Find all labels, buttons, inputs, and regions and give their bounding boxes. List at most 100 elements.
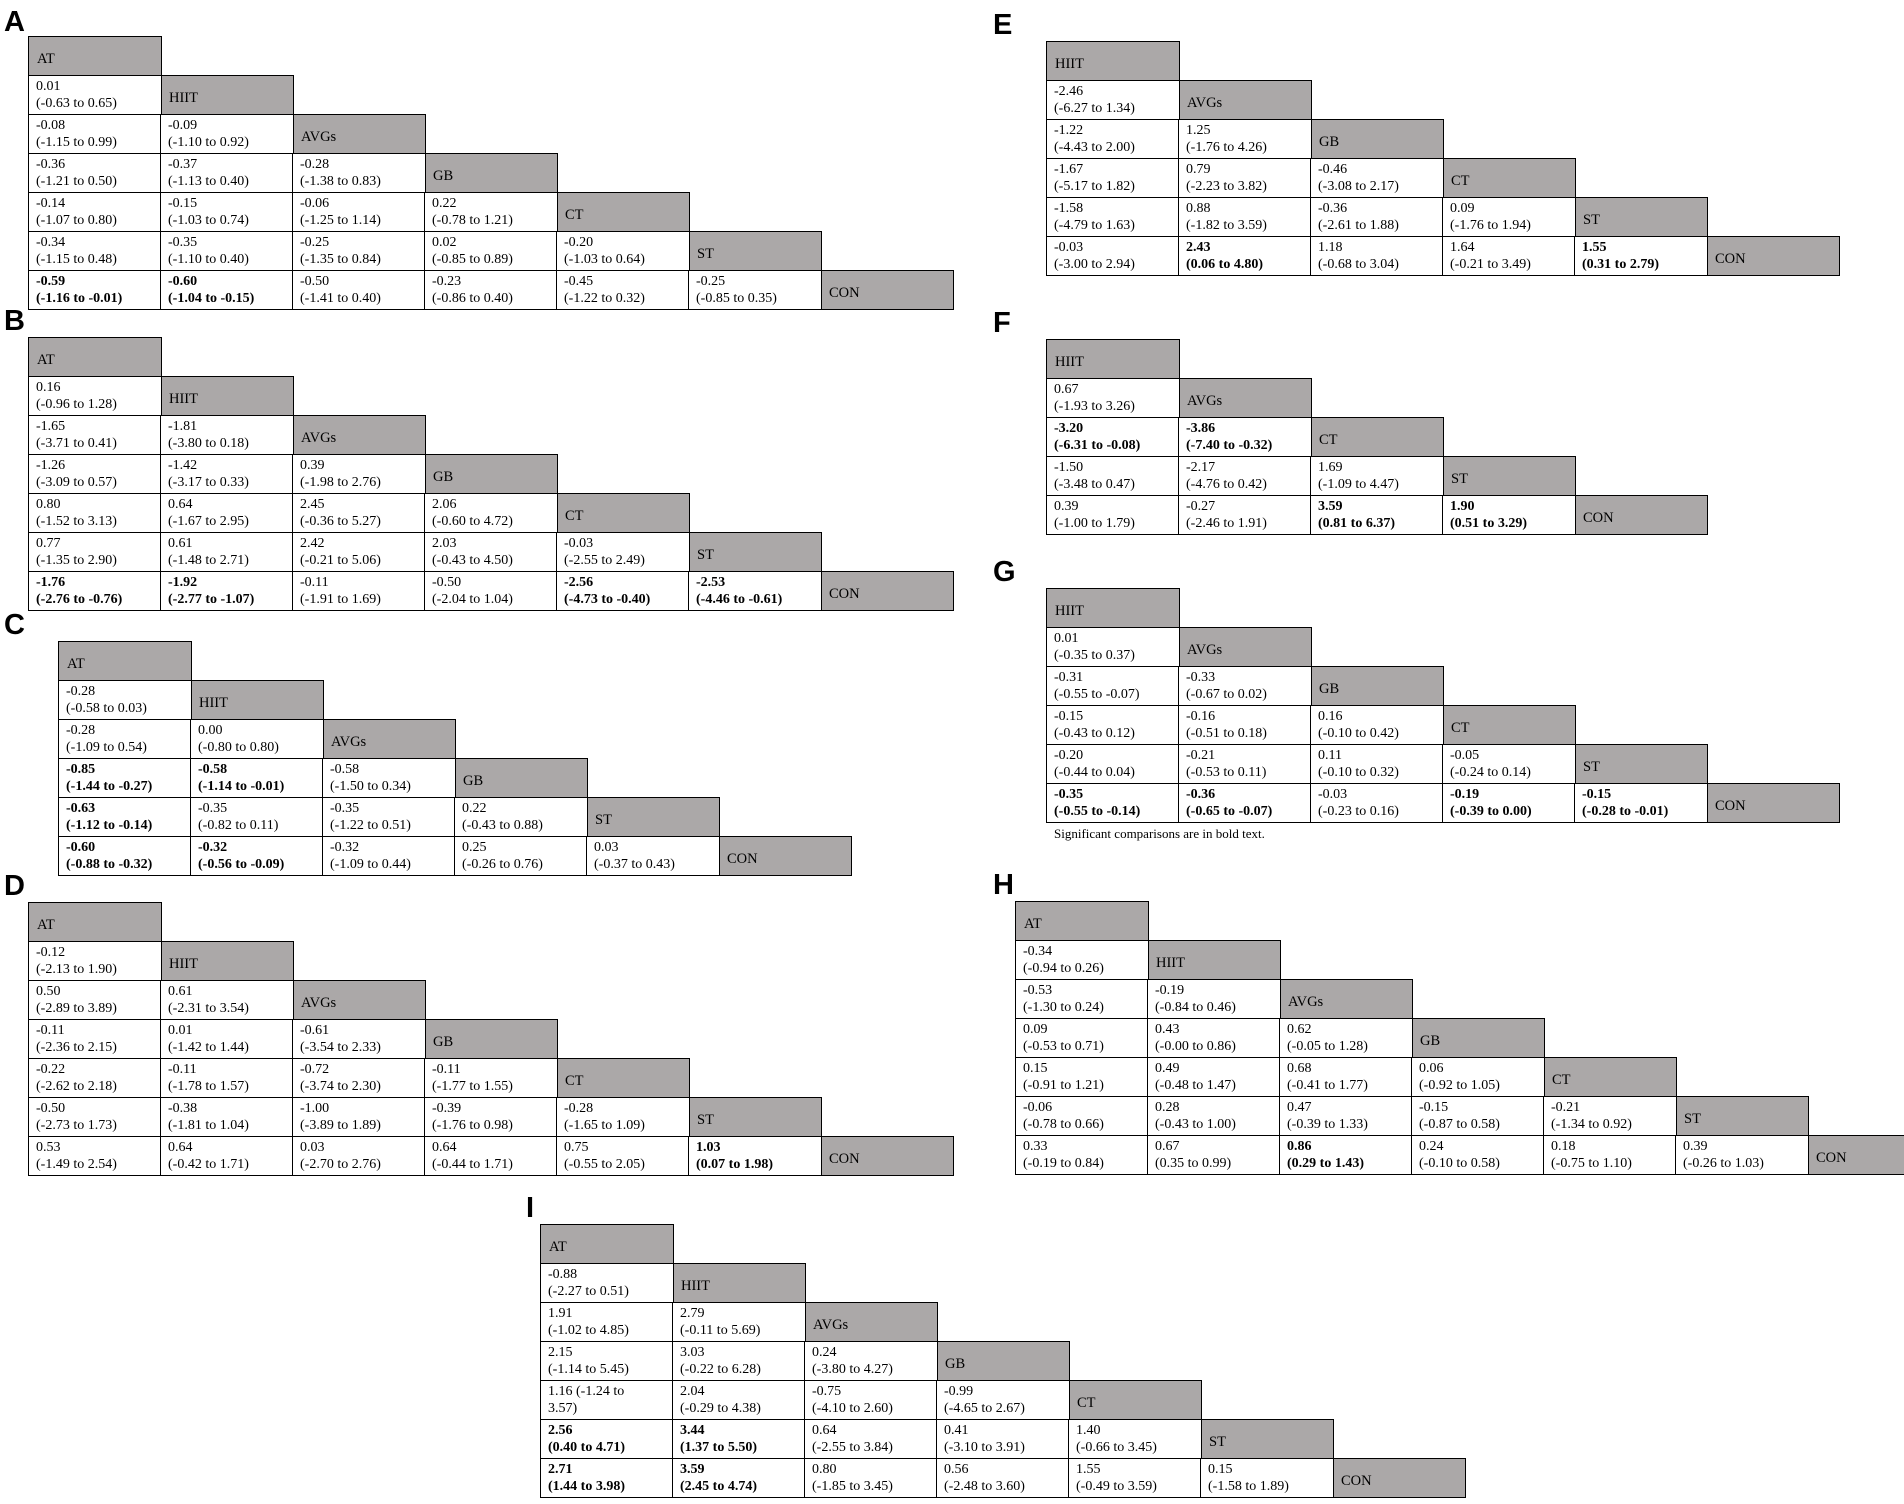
effect-size-value: 2.71: [548, 1462, 573, 1477]
confidence-interval: (-2.55 to 3.84): [812, 1440, 893, 1455]
panel-label: F: [993, 307, 1011, 339]
treatment-name: ST: [697, 1111, 714, 1128]
treatment-header-cell: HIIT: [160, 941, 294, 981]
comparison-cell: -0.21 (-0.53 to 0.11): [1178, 744, 1312, 784]
treatment-header-cell: ST: [586, 797, 720, 837]
comparison-cell: -1.26 (-3.09 to 0.57): [28, 454, 162, 494]
comparison-cell: 1.90 (0.51 to 3.29): [1442, 495, 1576, 535]
comparison-cell: 0.16 (-0.10 to 0.42): [1310, 705, 1444, 745]
comparison-cell: 0.67 (0.35 to 0.99): [1147, 1135, 1281, 1175]
effect-size-value: 1.18: [1318, 240, 1343, 255]
effect-size-value: 0.50: [36, 984, 61, 999]
treatment-header-cell: ST: [1442, 456, 1576, 496]
comparison-cell: 1.18 (-0.68 to 3.04): [1310, 236, 1444, 276]
effect-size-value: 0.41: [944, 1423, 969, 1438]
treatment-header-cell: CT: [556, 1058, 690, 1098]
comparison-cell: 2.71 (1.44 to 3.98): [540, 1458, 674, 1498]
treatment-name: AVGs: [301, 128, 337, 145]
comparison-cell: 0.01 (-0.35 to 0.37): [1046, 627, 1180, 667]
comparison-cell: -0.03 (-0.23 to 0.16): [1310, 783, 1444, 823]
treatment-name: AT: [549, 1238, 567, 1255]
significance-footnote: Significant comparisons are in bold text…: [1054, 826, 1265, 841]
treatment-header-cell: GB: [424, 153, 558, 193]
comparison-cell: 2.45 (-0.36 to 5.27): [292, 493, 426, 533]
treatment-header-cell: AVGs: [1178, 378, 1312, 418]
treatment-name: ST: [697, 245, 714, 262]
confidence-interval: (-4.46 to -0.61): [696, 592, 783, 607]
confidence-interval: (-0.10 to 0.58): [1419, 1156, 1500, 1171]
confidence-interval: (-2.76 to -0.76): [36, 592, 123, 607]
confidence-interval: (-1.85 to 3.45): [812, 1479, 893, 1494]
confidence-interval: (-1.12 to -0.14): [66, 818, 153, 833]
comparison-cell: -0.34 (-0.94 to 0.26): [1015, 940, 1149, 980]
comparison-cell: -0.36 (-2.61 to 1.88): [1310, 197, 1444, 237]
comparison-cell: -0.32 (-0.56 to -0.09): [190, 836, 324, 876]
effect-size-value: -2.17: [1186, 460, 1216, 475]
effect-size-value: -0.32: [330, 840, 360, 855]
effect-size-value: 2.15: [548, 1345, 573, 1360]
effect-size-value: 0.68: [1287, 1061, 1312, 1076]
effect-size-value: 0.09: [1450, 201, 1475, 216]
treatment-header-cell: AVGs: [292, 114, 426, 154]
comparison-cell: -0.53 (-1.30 to 0.24): [1015, 979, 1149, 1019]
confidence-interval: (-3.54 to 2.33): [300, 1040, 381, 1055]
confidence-interval: (-2.61 to 1.88): [1318, 218, 1399, 233]
confidence-interval: (-0.26 to 0.76): [462, 857, 543, 872]
effect-size-value: 0.61: [168, 536, 193, 551]
confidence-interval: (-1.76 to 4.26): [1186, 140, 1267, 155]
comparison-cell: -0.32 (-1.09 to 0.44): [322, 836, 456, 876]
treatment-name: GB: [463, 772, 484, 789]
comparison-cell: -0.59 (-1.16 to -0.01): [28, 270, 162, 310]
treatment-name: AVGs: [1187, 641, 1223, 658]
confidence-interval: (0.81 to 6.37): [1318, 516, 1395, 531]
comparison-cell: -0.46 (-3.08 to 2.17): [1310, 158, 1444, 198]
confidence-interval: (0.35 to 0.99): [1155, 1156, 1232, 1171]
effect-size-value: -0.38: [168, 1101, 198, 1116]
treatment-header-cell: HIIT: [160, 75, 294, 115]
treatment-header-cell: HIIT: [1046, 339, 1180, 379]
effect-size-value: 1.40: [1076, 1423, 1101, 1438]
treatment-name: CT: [1451, 719, 1470, 736]
comparison-cell: -0.11 (-1.91 to 1.69): [292, 571, 426, 611]
confidence-interval: (-1.48 to 2.71): [168, 553, 249, 568]
panel-label: I: [526, 1192, 535, 1224]
effect-size-value: 1.69: [1318, 460, 1343, 475]
comparison-cell: 0.61 (-1.48 to 2.71): [160, 532, 294, 572]
comparison-cell: 0.09 (-1.76 to 1.94): [1442, 197, 1576, 237]
confidence-interval: (-3.17 to 0.33): [168, 475, 249, 490]
comparison-cell: -0.35 (-1.10 to 0.40): [160, 231, 294, 271]
confidence-interval: (-1.76 to 1.94): [1450, 218, 1531, 233]
treatment-name: CON: [829, 585, 860, 602]
effect-size-value: 0.03: [594, 840, 619, 855]
confidence-interval: (-1.14 to 5.45): [548, 1362, 629, 1377]
effect-size-value: -0.12: [36, 945, 66, 960]
effect-size-value: 0.02: [432, 235, 457, 250]
effect-size-value: -0.03: [564, 536, 594, 551]
confidence-interval: (-0.43 to 0.12): [1054, 726, 1135, 741]
comparison-cell: 0.88 (-1.82 to 3.59): [1178, 197, 1312, 237]
comparison-cell: -0.50 (-2.04 to 1.04): [424, 571, 558, 611]
treatment-name: HIIT: [1055, 602, 1084, 619]
effect-size-value: 0.22: [432, 196, 457, 211]
comparison-cell: -0.33 (-0.67 to 0.02): [1178, 666, 1312, 706]
comparison-cell: 0.47 (-0.39 to 1.33): [1279, 1096, 1413, 1136]
comparison-cell: -0.25 (-0.85 to 0.35): [688, 270, 822, 310]
confidence-interval: (-0.67 to 0.02): [1186, 687, 1267, 702]
confidence-interval: (-6.27 to 1.34): [1054, 101, 1135, 116]
treatment-name: CON: [1715, 250, 1746, 267]
comparison-cell: 3.59 (0.81 to 6.37): [1310, 495, 1444, 535]
comparison-cell: -0.20 (-0.44 to 0.04): [1046, 744, 1180, 784]
confidence-interval: (-1.50 to 0.34): [330, 779, 411, 794]
comparison-cell: -0.85 (-1.44 to -0.27): [58, 758, 192, 798]
effect-size-value: -1.58: [1054, 201, 1084, 216]
confidence-interval: (-1.02 to 4.85): [548, 1323, 629, 1338]
comparison-cell: 0.22 (-0.78 to 1.21): [424, 192, 558, 232]
comparison-cell: 2.43 (0.06 to 4.80): [1178, 236, 1312, 276]
confidence-interval: (-0.39 to 0.00): [1450, 804, 1532, 819]
comparison-cell: -1.42 (-3.17 to 0.33): [160, 454, 294, 494]
comparison-cell: -0.11 (-2.36 to 2.15): [28, 1019, 162, 1059]
confidence-interval: (-6.31 to -0.08): [1054, 438, 1141, 453]
confidence-interval: (-5.17 to 1.82): [1054, 179, 1135, 194]
effect-size-value: -0.36: [1186, 787, 1216, 802]
treatment-header-cell: GB: [1310, 119, 1444, 159]
